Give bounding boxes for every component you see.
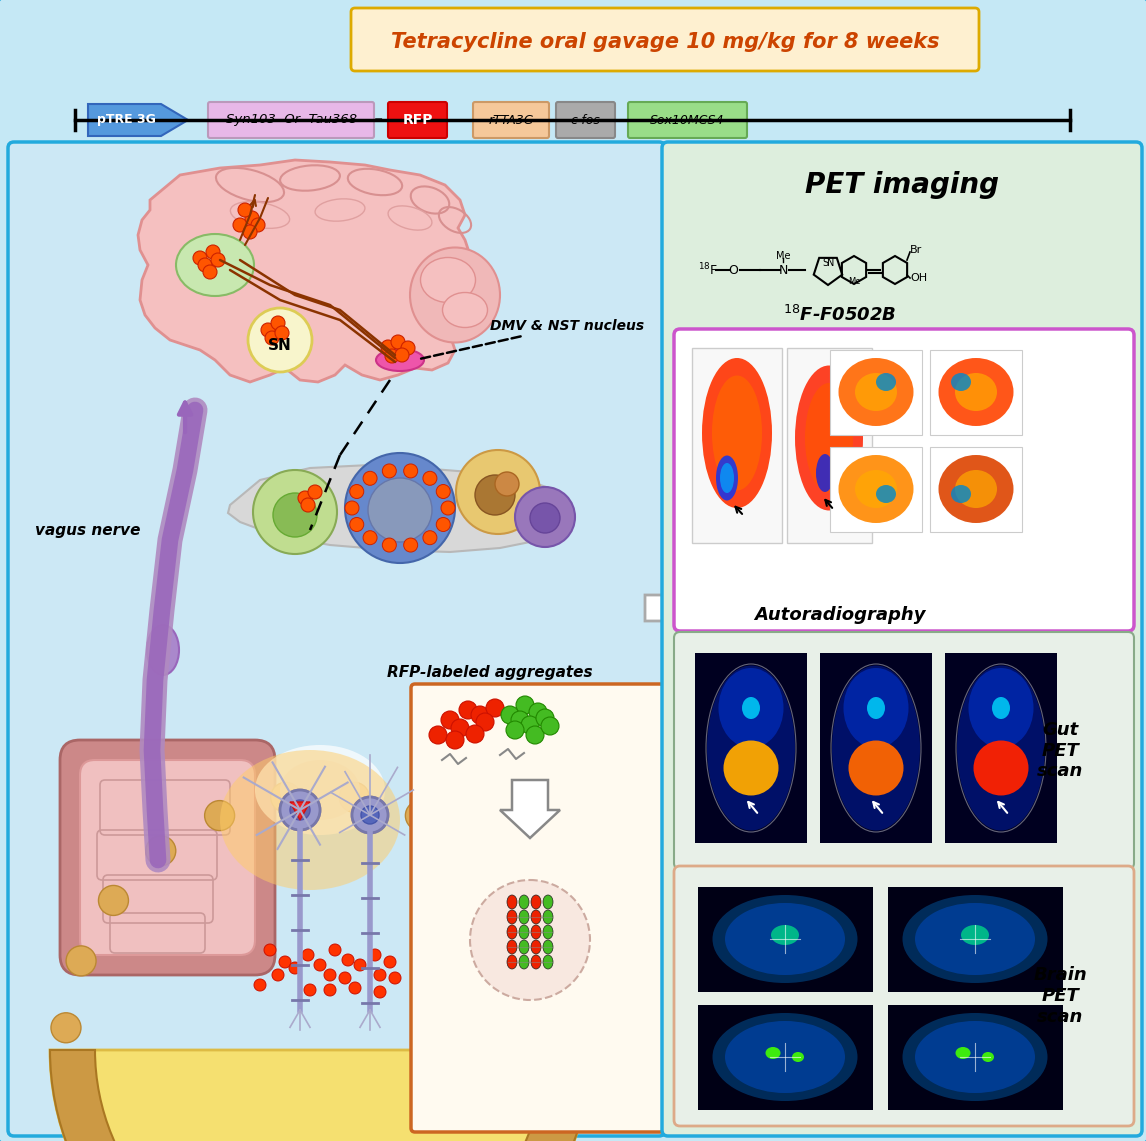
Circle shape [501, 706, 519, 725]
Ellipse shape [519, 911, 529, 924]
Circle shape [464, 836, 494, 866]
Text: N: N [778, 264, 787, 276]
Polygon shape [500, 780, 560, 837]
Circle shape [521, 717, 539, 734]
Circle shape [270, 783, 300, 812]
Circle shape [50, 1013, 81, 1043]
Wedge shape [50, 1050, 590, 1141]
Ellipse shape [961, 925, 989, 945]
Circle shape [474, 475, 515, 515]
FancyBboxPatch shape [888, 887, 1063, 992]
Circle shape [388, 972, 401, 984]
Ellipse shape [982, 1052, 994, 1062]
Ellipse shape [220, 750, 400, 890]
FancyBboxPatch shape [411, 683, 664, 1132]
Text: SN: SN [268, 338, 292, 353]
Text: Me: Me [848, 277, 861, 286]
Circle shape [275, 326, 289, 340]
Circle shape [363, 471, 377, 485]
Text: RFP-labeled aggregates: RFP-labeled aggregates [387, 665, 592, 680]
Ellipse shape [531, 955, 541, 969]
Circle shape [280, 790, 320, 830]
Circle shape [544, 946, 574, 976]
Ellipse shape [843, 667, 909, 748]
FancyBboxPatch shape [473, 102, 549, 138]
Text: vagus nerve: vagus nerve [36, 523, 141, 537]
FancyBboxPatch shape [8, 141, 665, 1136]
Circle shape [352, 798, 388, 833]
Text: -: - [374, 110, 384, 130]
Ellipse shape [915, 903, 1035, 976]
Ellipse shape [410, 248, 500, 342]
Circle shape [303, 949, 314, 961]
Circle shape [516, 696, 534, 714]
Text: Brain
PET
scan: Brain PET scan [1034, 966, 1086, 1026]
Circle shape [361, 806, 379, 824]
FancyBboxPatch shape [694, 653, 807, 843]
Circle shape [304, 984, 316, 996]
Circle shape [380, 340, 395, 354]
Circle shape [203, 265, 217, 280]
Circle shape [363, 531, 377, 544]
Circle shape [401, 341, 415, 355]
Circle shape [233, 218, 248, 232]
Ellipse shape [713, 895, 857, 984]
Circle shape [314, 958, 325, 971]
Ellipse shape [720, 463, 733, 493]
FancyBboxPatch shape [698, 1005, 873, 1110]
Circle shape [395, 348, 409, 362]
Circle shape [272, 969, 284, 981]
Circle shape [324, 969, 336, 981]
Circle shape [290, 800, 311, 820]
Circle shape [559, 1013, 589, 1043]
Circle shape [456, 450, 540, 534]
Circle shape [391, 335, 405, 349]
Ellipse shape [519, 925, 529, 939]
Circle shape [507, 721, 524, 739]
Ellipse shape [816, 454, 834, 492]
Circle shape [352, 798, 388, 833]
Ellipse shape [848, 741, 903, 795]
Text: N: N [827, 258, 834, 268]
Circle shape [99, 885, 128, 915]
Text: Sox10MCS4: Sox10MCS4 [650, 113, 724, 127]
Circle shape [385, 349, 399, 363]
Ellipse shape [543, 940, 554, 954]
Ellipse shape [957, 665, 1045, 831]
Circle shape [308, 485, 322, 499]
FancyBboxPatch shape [674, 866, 1135, 1126]
Circle shape [429, 726, 447, 744]
Circle shape [529, 703, 547, 721]
Text: Tetracycline oral gavage 10 mg/kg for 8 weeks: Tetracycline oral gavage 10 mg/kg for 8 … [391, 32, 940, 52]
Circle shape [354, 958, 366, 971]
Ellipse shape [421, 258, 476, 302]
Circle shape [460, 701, 477, 719]
FancyBboxPatch shape [674, 329, 1135, 631]
Circle shape [245, 211, 259, 225]
Ellipse shape [771, 925, 799, 945]
Ellipse shape [507, 925, 517, 939]
Ellipse shape [719, 667, 784, 748]
PathPatch shape [138, 160, 472, 382]
Text: O: O [728, 264, 738, 276]
Polygon shape [265, 148, 395, 220]
Ellipse shape [723, 741, 778, 795]
Circle shape [265, 331, 278, 345]
Ellipse shape [956, 1047, 971, 1059]
Ellipse shape [832, 665, 920, 831]
FancyBboxPatch shape [888, 1005, 1063, 1110]
Circle shape [273, 493, 317, 537]
Ellipse shape [442, 292, 487, 327]
Ellipse shape [839, 455, 913, 523]
Text: Gut
PET
scan: Gut PET scan [1037, 721, 1083, 780]
Circle shape [205, 801, 235, 831]
Ellipse shape [507, 895, 517, 909]
Ellipse shape [992, 697, 1010, 719]
Ellipse shape [725, 1021, 845, 1093]
Ellipse shape [795, 365, 863, 510]
Ellipse shape [716, 455, 738, 501]
Ellipse shape [176, 234, 254, 296]
Circle shape [324, 984, 336, 996]
Circle shape [406, 801, 435, 831]
